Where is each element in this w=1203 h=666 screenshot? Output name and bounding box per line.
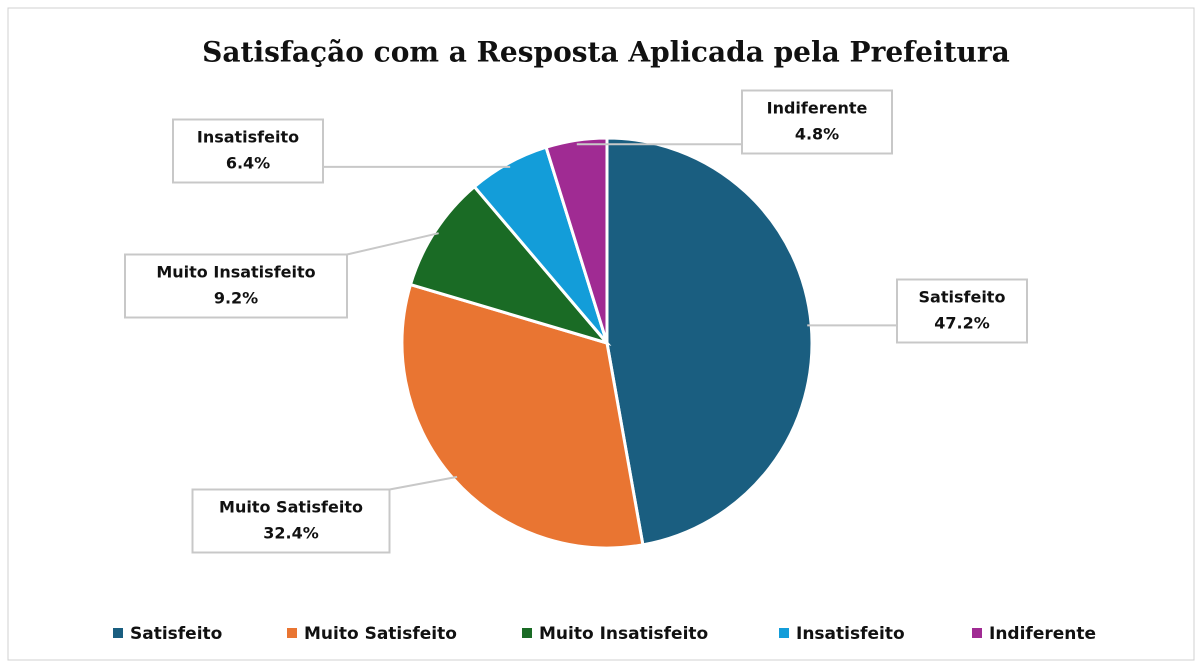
legend-swatch	[287, 628, 297, 638]
legend-swatch	[779, 628, 789, 638]
label-box	[124, 253, 348, 319]
label-value: 32.4%	[263, 524, 319, 543]
leader-line	[346, 232, 439, 256]
label-name: Muito Insatisfeito	[156, 263, 315, 282]
pie-slice	[400, 282, 645, 550]
pie-slice	[408, 184, 612, 346]
chart-title: Satisfação com a Resposta Aplicada pela …	[202, 36, 1010, 69]
label-box	[741, 89, 893, 155]
label-name: Muito Satisfeito	[219, 498, 363, 517]
label-name: Satisfeito	[919, 288, 1006, 307]
legend-label: Indiferente	[989, 624, 1096, 644]
label-box	[191, 488, 391, 554]
legend-label: Muito Satisfeito	[304, 624, 457, 644]
label-name: Indiferente	[767, 99, 868, 118]
label-value: 6.4%	[226, 154, 270, 173]
legend-swatch	[113, 628, 123, 638]
legend-swatch	[972, 628, 982, 638]
leader-line	[389, 475, 458, 491]
label-value: 47.2%	[934, 314, 990, 333]
label-name: Insatisfeito	[197, 128, 299, 147]
label-value: 9.2%	[214, 289, 258, 308]
label-box	[172, 118, 324, 184]
legend-label: Muito Insatisfeito	[539, 624, 708, 644]
label-value: 4.8%	[795, 125, 839, 144]
pie-slice	[544, 136, 609, 344]
legend-label: Satisfeito	[130, 624, 222, 644]
label-box	[896, 278, 1028, 344]
legend-swatch	[522, 628, 532, 638]
legend-label: Insatisfeito	[796, 624, 905, 644]
